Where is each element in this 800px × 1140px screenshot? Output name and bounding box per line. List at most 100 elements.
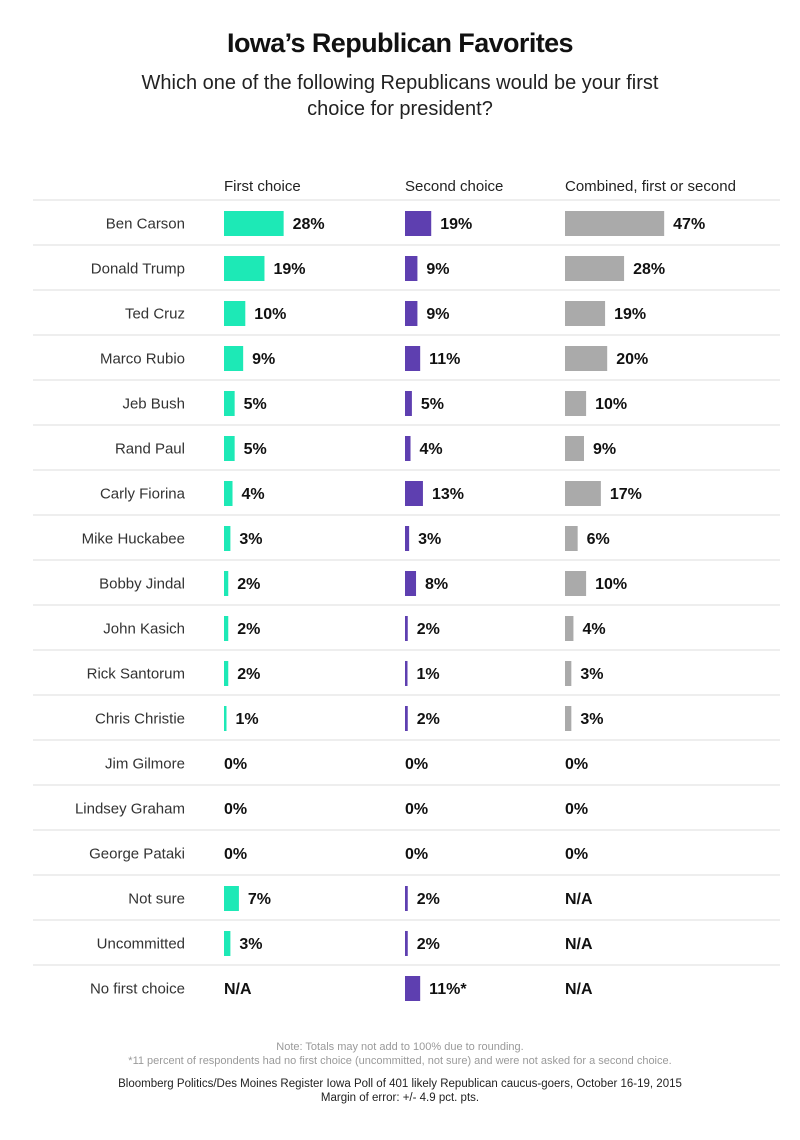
row-label: Not sure xyxy=(128,891,185,908)
value-label-second-choice: 11%* xyxy=(429,981,467,998)
value-label-second-choice: 2% xyxy=(417,891,440,908)
bar-first-choice xyxy=(224,526,231,551)
value-label-first-choice: 2% xyxy=(237,666,260,683)
bar-first-choice xyxy=(224,571,229,596)
value-label-first-choice: 4% xyxy=(242,486,265,503)
value-label-first-choice: 5% xyxy=(244,396,267,413)
value-label-first-choice: 0% xyxy=(224,756,247,773)
row-label: Carly Fiorina xyxy=(100,486,186,503)
bar-combined-first-or-second xyxy=(565,391,587,416)
value-label-second-choice: 2% xyxy=(417,936,440,953)
value-label-first-choice: 3% xyxy=(239,936,262,953)
chart-subtitle: Which one of the following Republicans w… xyxy=(141,72,659,120)
row-label: No first choice xyxy=(90,981,185,998)
value-label-combined-first-or-second: 3% xyxy=(580,666,603,683)
value-label-first-choice: 19% xyxy=(273,261,305,278)
bar-second-choice xyxy=(405,346,421,371)
chart-source: Bloomberg Politics/Des Moines Register I… xyxy=(0,1077,800,1105)
value-label-combined-first-or-second: 0% xyxy=(565,846,588,863)
row-label: Marco Rubio xyxy=(100,351,185,368)
value-label-first-choice: 7% xyxy=(248,891,271,908)
bar-second-choice xyxy=(405,211,432,236)
row-label: Donald Trump xyxy=(91,261,185,278)
bar-second-choice xyxy=(405,571,417,596)
margin-of-error: Margin of error: +/- 4.9 pct. pts. xyxy=(320,1092,480,1104)
bar-first-choice xyxy=(224,211,284,236)
row-label: Chris Christie xyxy=(95,711,185,728)
row-label: Rick Santorum xyxy=(87,666,185,683)
bar-combined-first-or-second xyxy=(565,436,584,461)
chart-notes: Note: Totals may not add to 100% due to … xyxy=(0,1040,800,1068)
value-label-combined-first-or-second: 47% xyxy=(673,216,705,233)
value-label-combined-first-or-second: N/A xyxy=(565,936,593,953)
value-label-second-choice: 1% xyxy=(417,666,440,683)
bar-second-choice xyxy=(405,616,408,641)
bar-combined-first-or-second xyxy=(565,616,574,641)
value-label-second-choice: 3% xyxy=(418,531,441,548)
source-line: Bloomberg Politics/Des Moines Register I… xyxy=(118,1078,682,1090)
bar-first-choice xyxy=(224,616,229,641)
value-label-combined-first-or-second: 0% xyxy=(565,801,588,818)
value-label-first-choice: 1% xyxy=(236,711,259,728)
value-label-second-choice: 2% xyxy=(417,711,440,728)
value-label-second-choice: 11% xyxy=(429,351,460,368)
value-label-combined-first-or-second: N/A xyxy=(565,891,593,908)
value-label-first-choice: 9% xyxy=(252,351,275,368)
column-header-first-choice: First choice xyxy=(224,178,301,195)
bar-second-choice xyxy=(405,526,410,551)
value-label-first-choice: N/A xyxy=(224,981,252,998)
bar-second-choice xyxy=(405,661,408,686)
bar-first-choice xyxy=(224,301,246,326)
bar-combined-first-or-second xyxy=(565,571,587,596)
value-label-first-choice: 0% xyxy=(224,846,247,863)
value-label-second-choice: 13% xyxy=(432,486,464,503)
value-label-combined-first-or-second: 20% xyxy=(616,351,648,368)
bar-first-choice xyxy=(224,256,265,281)
value-label-second-choice: 0% xyxy=(405,756,428,773)
row-label: Jim Gilmore xyxy=(105,756,185,773)
bar-second-choice xyxy=(405,301,418,326)
value-label-combined-first-or-second: N/A xyxy=(565,981,593,998)
value-label-combined-first-or-second: 28% xyxy=(633,261,665,278)
bar-combined-first-or-second xyxy=(565,211,665,236)
bar-first-choice xyxy=(224,931,231,956)
row-label: Uncommitted xyxy=(97,936,185,953)
bar-combined-first-or-second xyxy=(565,256,625,281)
bar-first-choice xyxy=(224,886,239,911)
value-label-combined-first-or-second: 17% xyxy=(610,486,642,503)
footnote: *11 percent of respondents had no first … xyxy=(128,1055,672,1067)
value-label-combined-first-or-second: 3% xyxy=(580,711,603,728)
value-label-combined-first-or-second: 0% xyxy=(565,756,588,773)
bar-second-choice xyxy=(405,391,412,416)
row-label: Ben Carson xyxy=(106,216,185,233)
value-label-combined-first-or-second: 10% xyxy=(595,396,627,413)
bar-combined-first-or-second xyxy=(565,661,572,686)
value-label-first-choice: 2% xyxy=(237,576,260,593)
column-header-second-choice: Second choice xyxy=(405,178,503,195)
row-label: Bobby Jindal xyxy=(99,576,185,593)
bar-combined-first-or-second xyxy=(565,706,572,731)
bar-first-choice xyxy=(224,706,227,731)
bar-second-choice xyxy=(405,976,421,1001)
bar-combined-first-or-second xyxy=(565,481,601,506)
row-label: George Pataki xyxy=(89,846,185,863)
value-label-first-choice: 0% xyxy=(224,801,247,818)
bar-combined-first-or-second xyxy=(565,526,578,551)
value-label-second-choice: 9% xyxy=(426,306,449,323)
value-label-second-choice: 4% xyxy=(420,441,443,458)
value-label-first-choice: 3% xyxy=(239,531,262,548)
bar-second-choice xyxy=(405,436,411,461)
row-label: Rand Paul xyxy=(115,441,185,458)
bar-second-choice xyxy=(405,256,418,281)
bar-second-choice xyxy=(405,706,408,731)
bar-second-choice xyxy=(405,886,408,911)
value-label-second-choice: 0% xyxy=(405,846,428,863)
row-label: Lindsey Graham xyxy=(75,801,185,818)
value-label-second-choice: 0% xyxy=(405,801,428,818)
row-label: Ted Cruz xyxy=(125,306,185,323)
value-label-first-choice: 10% xyxy=(254,306,286,323)
chart-title: Iowa’s Republican Favorites xyxy=(227,28,574,58)
value-label-combined-first-or-second: 9% xyxy=(593,441,616,458)
value-label-combined-first-or-second: 4% xyxy=(582,621,605,638)
value-label-second-choice: 2% xyxy=(417,621,440,638)
